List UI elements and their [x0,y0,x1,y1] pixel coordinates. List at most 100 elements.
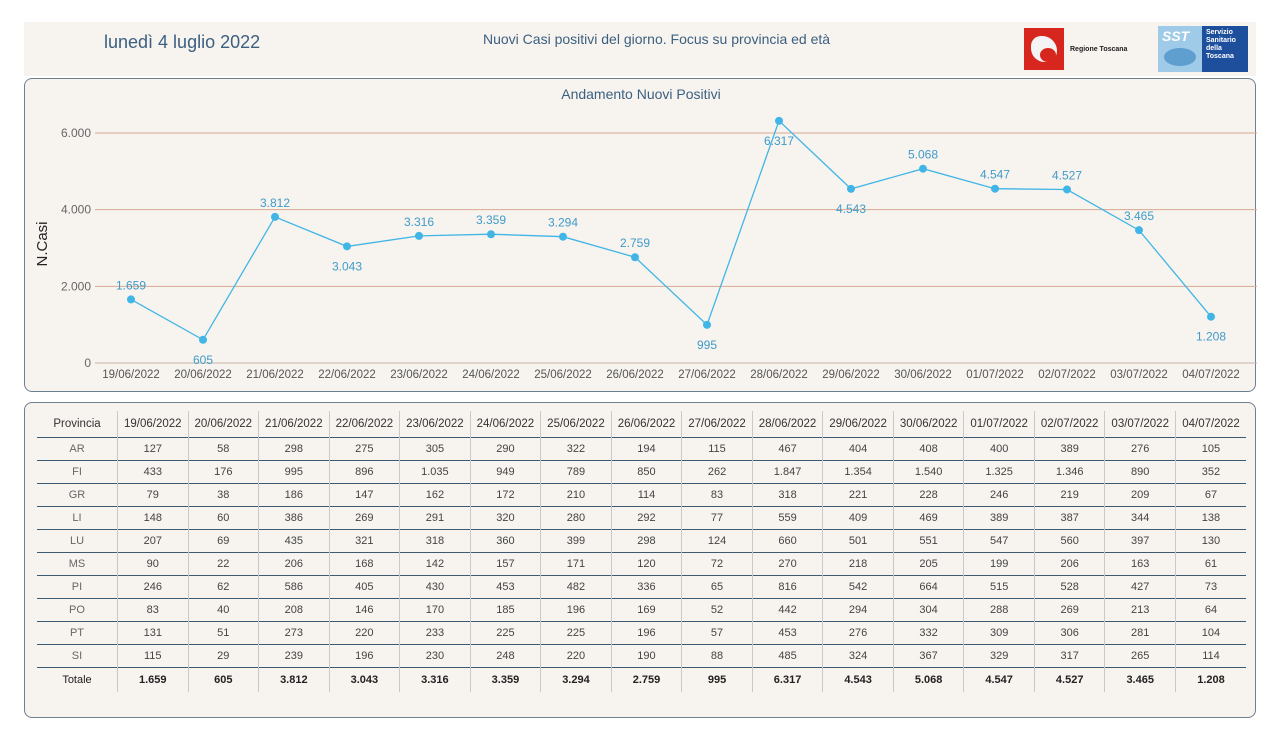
value-cell: 147 [328,483,400,507]
value-cell: 228 [892,483,964,507]
value-cell: 1.354 [822,460,894,484]
province-cell: Totale [37,667,118,692]
series-line [130,119,1212,341]
value-cell: 320 [469,506,541,530]
value-cell: 127 [117,437,189,461]
value-cell: 225 [540,621,612,645]
value-cell: 344 [1104,506,1176,530]
value-cell: 291 [399,506,471,530]
value-cell: 51 [187,621,259,645]
line-chart: Andamento Nuovi Positivi N.Casi 0 2.000 4.00… [34,86,1257,381]
value-cell: 547 [963,529,1035,553]
value-cell: 409 [822,506,894,530]
x-tick-label: 25/06/2022 [534,369,592,381]
province-cell: MS [37,552,118,576]
data-label: 3.294 [548,216,578,230]
value-cell: 169 [610,598,682,622]
table-row: MS 90 22 206 168 142 157 171 120 72 270 218 205 199 20… [37,552,1246,576]
value-cell: 890 [1104,460,1176,484]
column-header-date: 24/06/2022 [469,411,541,438]
value-cell: 270 [751,552,823,576]
x-tick-label: 24/06/2022 [462,369,520,381]
value-cell: 208 [258,598,330,622]
table-row: PT 131 51 273 220 233 225 225 196 57 453 276 332 309 3… [37,621,1246,645]
value-cell: 220 [540,644,612,668]
value-cell: 60 [187,506,259,530]
value-cell: 207 [117,529,189,553]
value-cell: 309 [963,621,1035,645]
value-cell: 115 [681,437,753,461]
value-cell: 90 [117,552,189,576]
value-cell: 542 [822,575,894,599]
data-point [271,212,279,221]
column-header-date: 04/07/2022 [1174,411,1246,438]
chart-panel: Andamento Nuovi Positivi N.Casi 0 2.000 4.00… [24,78,1257,392]
value-cell: 1.035 [399,460,471,484]
province-cell: AR [37,437,118,461]
value-cell: 664 [892,575,964,599]
province-cell: PT [37,621,118,645]
sst-text-block: Servizio Sanitario della Toscana [1202,26,1248,72]
value-cell: 69 [187,529,259,553]
data-label: 3.316 [404,215,434,229]
value-cell: 304 [892,598,964,622]
value-cell: 1.208 [1174,667,1246,692]
table-row: FI 433 176 995 896 1.035 949 789 850 262 1.847 1.35… [37,460,1246,484]
value-cell: 248 [469,644,541,668]
value-cell: 65 [681,575,753,599]
data-label: 3.465 [1124,209,1154,223]
province-cell: SI [37,644,118,668]
province-cell: LI [37,506,118,530]
value-cell: 64 [1174,598,1246,622]
value-cell: 209 [1104,483,1176,507]
value-cell: 318 [399,529,471,553]
value-cell: 399 [540,529,612,553]
value-cell: 213 [1104,598,1176,622]
column-header-date: 30/06/2022 [892,411,964,438]
data-point [991,184,999,193]
value-cell: 660 [751,529,823,553]
value-cell: 321 [328,529,400,553]
column-header-date: 25/06/2022 [540,411,612,438]
value-cell: 273 [258,621,330,645]
value-cell: 560 [1033,529,1105,553]
value-cell: 290 [469,437,541,461]
value-cell: 120 [610,552,682,576]
value-cell: 469 [892,506,964,530]
table-panel: Provincia 19/06/2022 20/06/2022 21/06/2022 2… [24,402,1256,718]
value-cell: 221 [822,483,894,507]
report-date: lunedì 4 luglio 2022 [104,32,261,52]
value-cell: 528 [1033,575,1105,599]
data-point [775,116,783,125]
value-cell: 322 [540,437,612,461]
value-cell: 352 [1174,460,1246,484]
x-tick-label: 27/06/2022 [678,369,736,381]
value-cell: 586 [258,575,330,599]
value-cell: 408 [892,437,964,461]
value-cell: 3.359 [469,667,541,692]
value-cell: 485 [751,644,823,668]
data-point [919,164,927,173]
value-cell: 1.325 [963,460,1035,484]
value-cell: 276 [822,621,894,645]
value-cell: 225 [469,621,541,645]
x-tick-label: 04/07/2022 [1182,369,1240,381]
table-row: SI 115 29 239 196 230 248 220 190 88 485 324 367 329 3… [37,644,1246,668]
value-cell: 995 [258,460,330,484]
x-tick-label: 22/06/2022 [318,369,376,381]
pegasus-flag-icon [1024,28,1064,70]
data-point [847,184,855,193]
value-cell: 298 [258,437,330,461]
table-row: PI 246 62 586 405 430 453 482 336 65 816 542 664 515 5… [37,575,1246,599]
column-header-date: 01/07/2022 [963,411,1035,438]
regione-toscana-label: Regione Toscana [1070,45,1128,53]
data-point [127,295,135,304]
value-cell: 995 [681,667,753,692]
value-cell: 435 [258,529,330,553]
value-cell: 163 [1104,552,1176,576]
value-cell: 114 [1174,644,1246,668]
value-cell: 130 [1174,529,1246,553]
value-cell: 83 [117,598,189,622]
data-point [703,320,711,329]
value-cell: 262 [681,460,753,484]
